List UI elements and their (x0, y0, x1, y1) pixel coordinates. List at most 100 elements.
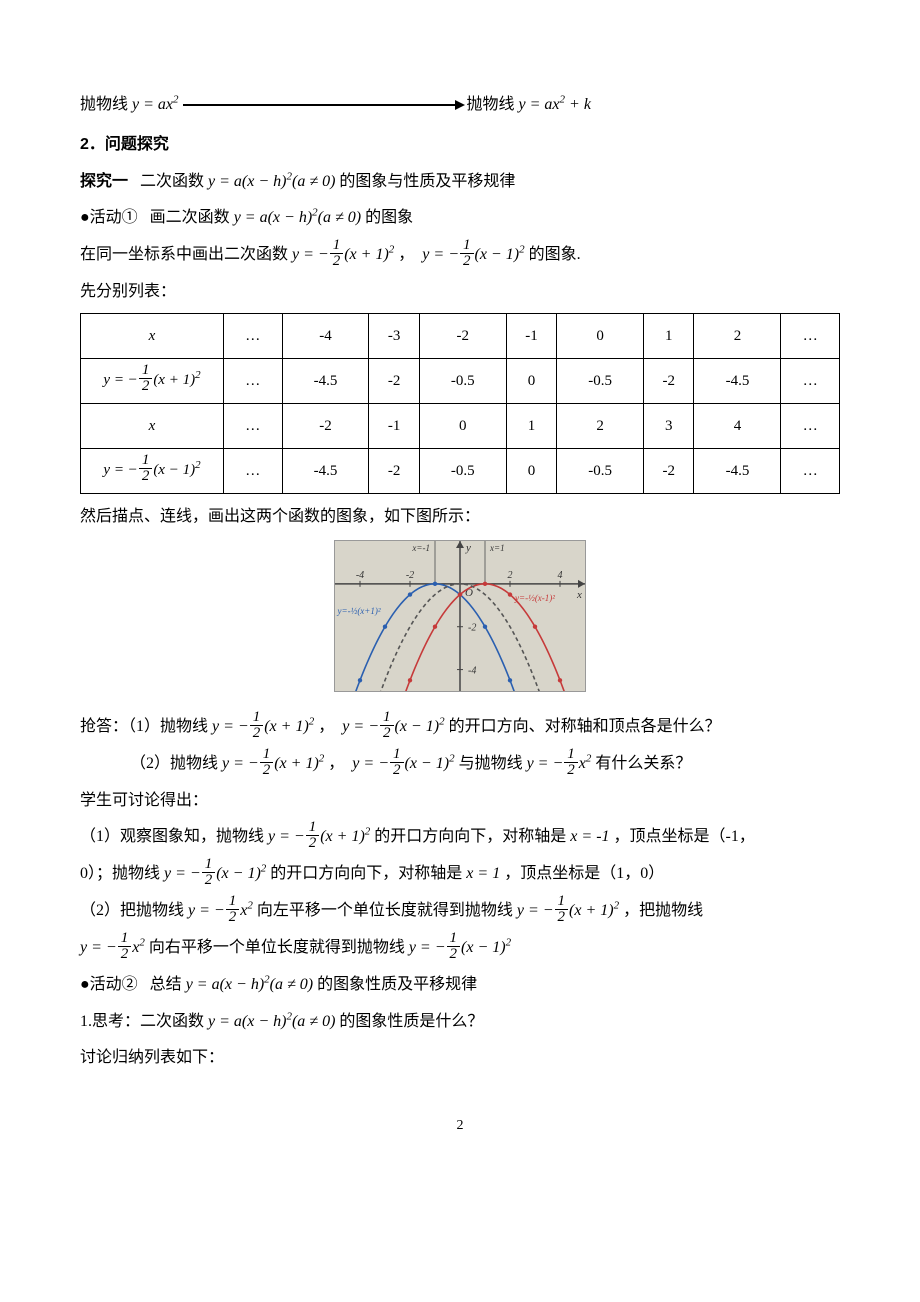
comma: ， (398, 246, 414, 263)
cell: -2 (369, 448, 419, 493)
math: x = -1 (570, 828, 609, 845)
math: y = −12(x − 1)2 (164, 865, 266, 882)
text: 向左平移一个单位长度就得到抛物线 (257, 902, 517, 919)
text: 抢答：（1）抛物线 (80, 718, 212, 735)
cell: x (81, 403, 224, 448)
text: 与抛物线 (459, 755, 527, 772)
math: y = a(x − h)2(a ≠ 0) (208, 1013, 335, 1030)
cell: 0 (419, 403, 506, 448)
parabola-left: 抛物线 y = ax2 (80, 90, 179, 120)
math: y = −12x2 (527, 755, 592, 772)
svg-text:y: y (465, 542, 471, 554)
text: ，顶点坐标是（1，0） (504, 865, 664, 882)
math-axh2-b: y = a(x − h)2(a ≠ 0) (234, 209, 361, 226)
cell: … (224, 358, 283, 403)
tanjiu-1: 探究一 二次函数 y = a(x − h)2(a ≠ 0) 的图象与性质及平移规… (80, 167, 840, 197)
cell: -0.5 (419, 448, 506, 493)
quick-answer-1: 抢答：（1）抛物线 y = −12(x + 1)2 ， y = −12(x − … (80, 712, 840, 743)
cell: -2 (644, 448, 694, 493)
parabola-chart: -4-224-2-4Oyxx=-1x=1y=-½(x+1)²y=-½(x-1)² (334, 540, 586, 692)
cell: -4.5 (282, 358, 369, 403)
answer-2b: y = −12x2 向右平移一个单位长度就得到抛物线 y = −12(x − 1… (80, 933, 840, 964)
cell: 1 (644, 313, 694, 358)
bullet: ●活动① (80, 209, 138, 226)
cell: -0.5 (557, 358, 644, 403)
table-row: y = −12(x − 1)2 … -4.5 -2 -0.5 0 -0.5 -2… (81, 448, 840, 493)
answer-1b: 0）；抛物线 y = −12(x − 1)2 的开口方向向下，对称轴是 x = … (80, 859, 840, 890)
formula-cell: y = −12(x − 1)2 (81, 448, 224, 493)
svg-text:-2: -2 (468, 623, 476, 634)
answer-2: （2）把抛物线 y = −12x2 向左平移一个单位长度就得到抛物线 y = −… (80, 896, 840, 927)
chart-container: -4-224-2-4Oyxx=-1x=1y=-½(x+1)²y=-½(x-1)² (80, 540, 840, 703)
math: y = −12(x + 1)2 (212, 718, 314, 735)
cell: x (81, 313, 224, 358)
cell: … (781, 358, 840, 403)
num: 2． (80, 136, 105, 153)
math-f1: y = −12(x + 1)2 (292, 246, 394, 263)
text: 向右平移一个单位长度就得到抛物线 (149, 939, 409, 956)
cell: … (224, 448, 283, 493)
math: y = −12(x + 1)2 (222, 755, 324, 772)
svg-text:4: 4 (558, 570, 563, 581)
transform-arrow-line: 抛物线 y = ax2 抛物线 y = ax2 + k (80, 90, 840, 120)
first-table-label: 先分别列表： (80, 277, 840, 307)
svg-text:y=-½(x+1)²: y=-½(x+1)² (337, 606, 381, 616)
cell: -1 (506, 313, 556, 358)
text: 的开口方向向下，对称轴是 (374, 828, 570, 845)
cell: -3 (369, 313, 419, 358)
arrow-right (183, 104, 463, 107)
text: 画二次函数 (150, 209, 234, 226)
text: 的图象与性质及平移规律 (339, 173, 515, 190)
text: 的开口方向、对称轴和顶点各是什么？ (449, 718, 721, 735)
cell: -4 (282, 313, 369, 358)
page-number: 2 (80, 1113, 840, 1140)
answer-1: （1）观察图象知，抛物线 y = −12(x + 1)2 的开口方向向下，对称轴… (80, 822, 840, 853)
cell: -2 (369, 358, 419, 403)
text: ，顶点坐标是（-1， (614, 828, 755, 845)
cell: 1 (506, 403, 556, 448)
text: 问题探究 (105, 136, 169, 153)
math: y = −12(x + 1)2 (517, 902, 619, 919)
cell: … (781, 403, 840, 448)
comma: ， (318, 718, 334, 735)
table-row: y = −12(x + 1)2 … -4.5 -2 -0.5 0 -0.5 -2… (81, 358, 840, 403)
parabola-right: 抛物线 y = ax2 + k (467, 90, 591, 120)
text: 的图象 (365, 209, 413, 226)
text: （1）观察图象知，抛物线 (80, 828, 268, 845)
svg-text:x=-1: x=-1 (411, 543, 430, 553)
cell: -2 (282, 403, 369, 448)
math: y = −12(x − 1)2 (352, 755, 454, 772)
cell: -4.5 (694, 358, 781, 403)
text: 1.思考：二次函数 (80, 1013, 208, 1030)
table-row: x … -4 -3 -2 -1 0 1 2 … (81, 313, 840, 358)
text: 的图象性质是什么？ (339, 1013, 483, 1030)
activity-1: ●活动① 画二次函数 y = a(x − h)2(a ≠ 0) 的图象 (80, 203, 840, 233)
value-table: x … -4 -3 -2 -1 0 1 2 … y = −12(x + 1)2 … (80, 313, 840, 494)
section-2-title: 2．问题探究 (80, 130, 840, 160)
cell: 0 (506, 358, 556, 403)
cell: -2 (419, 313, 506, 358)
text: 二次函数 (140, 173, 208, 190)
cell: 2 (694, 313, 781, 358)
activity-2: ●活动② 总结 y = a(x − h)2(a ≠ 0) 的图象性质及平移规律 (80, 970, 840, 1000)
math-y-ax2k: y = ax2 + k (519, 96, 591, 113)
table-row: x … -2 -1 0 1 2 3 4 … (81, 403, 840, 448)
text: 抛物线 (467, 96, 519, 113)
svg-text:-4: -4 (356, 570, 364, 581)
svg-text:x=1: x=1 (489, 543, 505, 553)
text: 的图象性质及平移规律 (317, 976, 477, 993)
cell: … (781, 448, 840, 493)
svg-text:-4: -4 (468, 666, 476, 677)
cell: -0.5 (557, 448, 644, 493)
sikao-1: 1.思考：二次函数 y = a(x − h)2(a ≠ 0) 的图象性质是什么？ (80, 1007, 840, 1037)
cell: … (781, 313, 840, 358)
math-y-ax2: y = ax2 (132, 96, 179, 113)
text: ，把抛物线 (623, 902, 703, 919)
text: 在同一坐标系中画出二次函数 (80, 246, 292, 263)
bullet: ●活动② (80, 976, 138, 993)
text: 0）；抛物线 (80, 865, 164, 882)
quick-answer-2: （2）抛物线 y = −12(x + 1)2 ， y = −12(x − 1)2… (80, 749, 840, 780)
draw-in-same-axes: 在同一坐标系中画出二次函数 y = −12(x + 1)2 ， y = −12(… (80, 240, 840, 271)
text: 总结 (150, 976, 186, 993)
math: y = −12(x + 1)2 (268, 828, 370, 845)
